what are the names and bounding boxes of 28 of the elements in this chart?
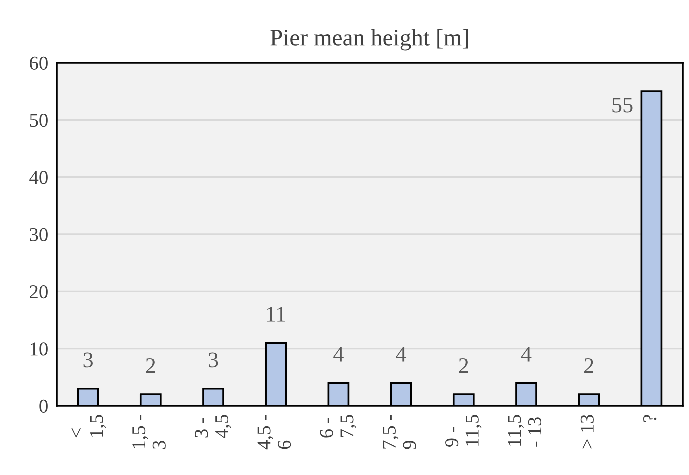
data-label: 2: [459, 358, 468, 374]
y-tick-label: 0: [40, 400, 48, 413]
x-tick-label: 1,5 - 3: [132, 415, 166, 450]
x-tick-label: 6 - 7,5: [320, 415, 357, 438]
x-tick-label: ?: [644, 415, 657, 422]
data-label: 3: [209, 352, 218, 368]
data-label: 4: [521, 347, 532, 362]
y-tick-label: 40: [30, 171, 48, 184]
x-tick-label: 4,5 - 6: [258, 415, 292, 450]
data-label: 4: [396, 347, 407, 362]
x-tick-label: 9 - 11,5: [446, 415, 482, 448]
x-tick-label: 11,5 - 13: [508, 415, 542, 447]
y-tick-label: 20: [30, 285, 48, 299]
x-tick-label: > 13: [580, 415, 594, 449]
y-tick-label: 60: [30, 56, 48, 70]
data-label: 4: [334, 347, 344, 362]
data-label: 2: [146, 358, 156, 374]
x-tick-label: 7,5 - 9: [383, 415, 416, 450]
y-tick-label: 30: [30, 228, 48, 242]
y-tick-label: 10: [30, 342, 48, 356]
data-label: 55: [612, 98, 633, 113]
chart-title: Pier mean height [m]: [270, 29, 468, 51]
x-tick-label: 3 - 4,5: [195, 415, 232, 438]
data-label: 2: [584, 358, 594, 374]
x-tick-label: < 1,5: [72, 415, 106, 438]
data-label: 11: [267, 307, 286, 322]
data-label: 3: [84, 352, 93, 368]
y-tick-label: 50: [30, 114, 48, 128]
